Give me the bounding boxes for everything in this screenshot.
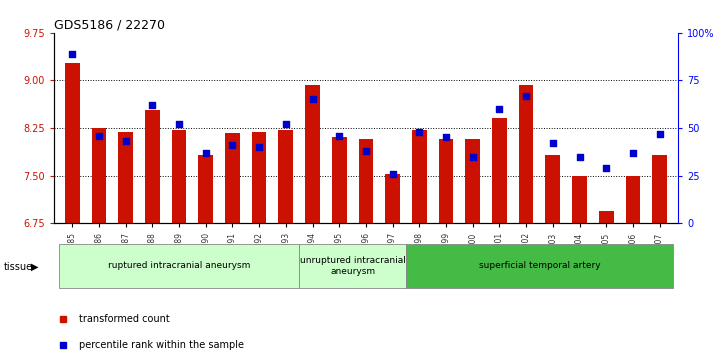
Text: percentile rank within the sample: percentile rank within the sample: [79, 339, 243, 350]
Point: [467, 154, 478, 159]
Bar: [252, 132, 266, 223]
Bar: [466, 139, 480, 223]
Point: [547, 140, 558, 146]
Bar: [119, 132, 133, 223]
Bar: [91, 128, 106, 223]
Bar: [225, 133, 240, 223]
Bar: [572, 176, 587, 223]
Bar: [545, 155, 560, 223]
FancyBboxPatch shape: [299, 244, 406, 288]
Text: ruptured intracranial aneurysm: ruptured intracranial aneurysm: [108, 261, 250, 270]
Bar: [145, 110, 160, 223]
Point: [280, 121, 291, 127]
Bar: [171, 130, 186, 223]
Bar: [332, 138, 346, 223]
Point: [253, 144, 265, 150]
Point: [307, 97, 318, 102]
Point: [94, 132, 105, 138]
Point: [600, 165, 612, 171]
Bar: [599, 211, 613, 223]
Point: [441, 135, 452, 140]
Point: [66, 51, 78, 57]
Point: [387, 171, 398, 177]
Text: tissue: tissue: [4, 262, 33, 272]
Bar: [625, 176, 640, 223]
Point: [654, 131, 665, 136]
Bar: [358, 139, 373, 223]
Point: [361, 148, 372, 154]
Point: [174, 121, 185, 127]
Point: [120, 138, 131, 144]
Bar: [305, 85, 320, 223]
Bar: [198, 155, 213, 223]
Bar: [386, 174, 400, 223]
FancyBboxPatch shape: [406, 244, 673, 288]
Bar: [438, 139, 453, 223]
Point: [333, 132, 345, 138]
Bar: [412, 130, 427, 223]
Text: unruptured intracranial
aneurysm: unruptured intracranial aneurysm: [300, 256, 406, 276]
Bar: [492, 118, 507, 223]
Text: transformed count: transformed count: [79, 314, 169, 324]
Point: [146, 102, 158, 108]
Point: [574, 154, 585, 159]
Bar: [519, 85, 533, 223]
Text: ▶: ▶: [31, 262, 39, 272]
Point: [413, 129, 425, 135]
Text: GDS5186 / 22270: GDS5186 / 22270: [54, 19, 164, 32]
FancyBboxPatch shape: [59, 244, 299, 288]
Point: [493, 106, 505, 112]
Point: [200, 150, 211, 156]
Point: [521, 93, 532, 98]
Bar: [653, 155, 667, 223]
Bar: [278, 130, 293, 223]
Bar: [65, 62, 79, 223]
Point: [627, 150, 638, 156]
Point: [227, 142, 238, 148]
Text: superficial temporal artery: superficial temporal artery: [478, 261, 600, 270]
